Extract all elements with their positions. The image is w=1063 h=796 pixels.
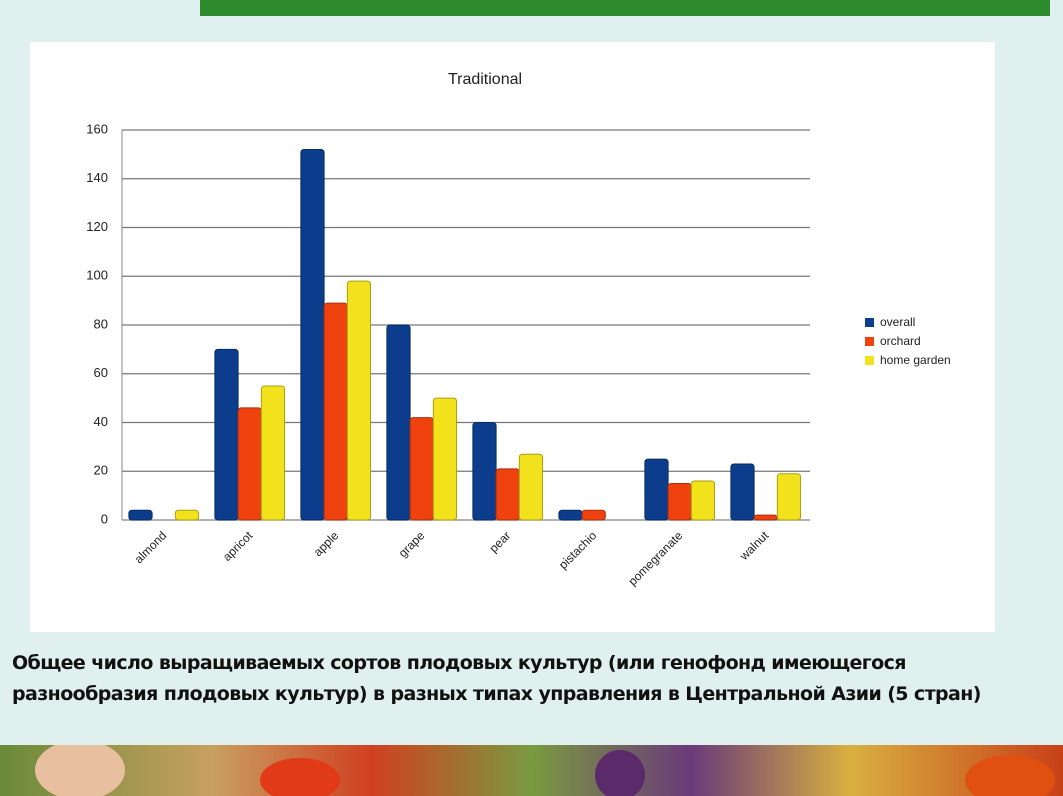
bar [174,509,200,521]
bar [558,509,583,521]
bar [128,509,153,521]
chart-title: Traditional [448,71,522,88]
y-tick-label: 0 [101,511,108,526]
bar [581,509,606,521]
bar [495,468,520,521]
y-tick-label: 80 [94,316,108,331]
bar [409,417,434,521]
y-tick-label: 100 [86,268,108,283]
bar [776,473,802,521]
bar [386,324,411,521]
bar [753,514,778,521]
bar [644,458,669,521]
decorative-painting [0,745,1063,796]
bar [690,480,716,521]
top-bar [200,0,1050,16]
bar [260,385,286,521]
y-tick-label: 60 [94,365,108,380]
legend-label: overall [880,315,915,329]
bar [300,149,325,521]
legend-label: orchard [880,334,921,348]
legend-swatch [865,318,874,327]
chart-background [30,42,995,632]
y-tick-label: 160 [86,121,108,136]
bar [730,463,755,521]
bar [346,280,372,521]
bar [432,397,458,521]
bar [323,302,348,521]
bar [667,482,692,521]
bar [237,407,262,521]
y-tick-label: 120 [86,219,108,234]
y-tick-label: 40 [94,414,108,429]
legend-swatch [865,337,874,346]
legend-swatch [865,356,874,365]
y-tick-label: 20 [94,463,108,478]
bar [472,422,497,521]
bar [518,453,544,521]
caption: Общее число выращиваемых сортов плодовых… [12,652,981,705]
bar [214,348,239,521]
y-tick-label: 140 [86,170,108,185]
legend-label: home garden [880,353,951,367]
